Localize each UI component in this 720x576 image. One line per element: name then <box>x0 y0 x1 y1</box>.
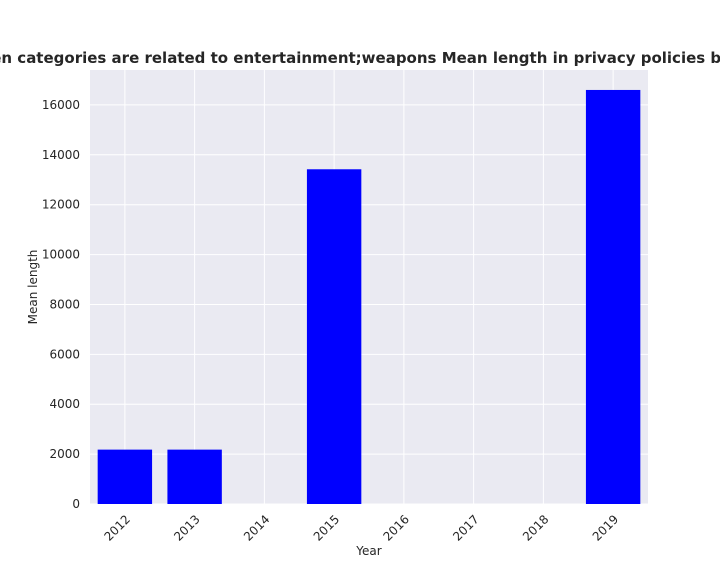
x-tick-label: 2017 <box>450 512 481 543</box>
x-tick-label: 2015 <box>311 512 342 543</box>
bar-2013 <box>167 450 221 504</box>
bar-2012 <box>98 450 152 504</box>
x-tick-label: 2014 <box>241 512 272 543</box>
chart-title: when categories are related to entertain… <box>0 49 720 67</box>
y-tick-label: 14000 <box>42 148 80 162</box>
y-tick-labels: 0 2000 4000 6000 8000 10000 12000 14000 16000 <box>42 98 80 511</box>
y-tick-label: 0 <box>72 497 80 511</box>
x-tick-label: 2018 <box>520 512 551 543</box>
plot-background <box>90 70 648 504</box>
x-tick-label: 2012 <box>101 512 132 543</box>
y-tick-label: 10000 <box>42 248 80 262</box>
y-tick-label: 6000 <box>49 347 80 361</box>
x-axis-label: Year <box>355 544 381 558</box>
bar-2019 <box>586 90 640 504</box>
y-tick-label: 16000 <box>42 98 80 112</box>
y-tick-label: 2000 <box>49 447 80 461</box>
x-tick-label: 2016 <box>380 512 411 543</box>
x-tick-labels: 2012 2013 2014 2015 2016 2017 2018 2019 <box>101 512 621 543</box>
x-tick-label: 2013 <box>171 512 202 543</box>
y-tick-label: 12000 <box>42 198 80 212</box>
y-axis-label: Mean length <box>26 250 40 325</box>
y-tick-label: 8000 <box>49 297 80 311</box>
x-tick-label: 2019 <box>590 512 621 543</box>
y-tick-label: 4000 <box>49 397 80 411</box>
bar-2015 <box>307 169 361 504</box>
